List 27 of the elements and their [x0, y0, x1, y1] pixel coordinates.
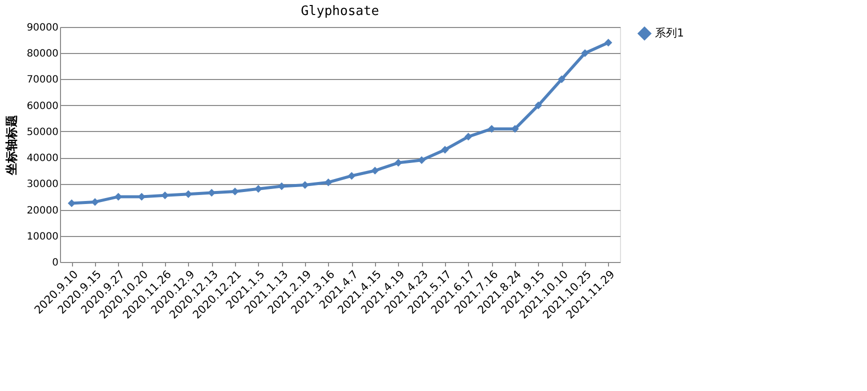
point: [511, 124, 519, 133]
y-tick-label: 30000: [26, 179, 58, 190]
y-tick-label: 10000: [26, 231, 58, 242]
point: [604, 38, 612, 47]
point: [441, 146, 449, 154]
point: [534, 101, 542, 110]
point: [301, 181, 309, 189]
y-tick-label: 70000: [26, 74, 58, 86]
point: [558, 75, 566, 84]
point: [394, 158, 402, 167]
y-tick-label: 0: [52, 258, 58, 268]
point: [91, 198, 99, 206]
point: [581, 49, 589, 57]
y-tick-label: 90000: [26, 22, 58, 34]
y-tick-label: 80000: [26, 48, 58, 60]
y-axis-title: 坐标轴标题: [4, 115, 19, 176]
point: [464, 132, 472, 141]
point: [348, 172, 356, 180]
y-tick-label: 60000: [26, 100, 58, 112]
y-tick-label: 50000: [26, 126, 58, 138]
y-tick-label: 20000: [26, 205, 58, 216]
legend-label: 系列1: [655, 26, 684, 40]
point: [231, 188, 239, 196]
y-tick-label: 40000: [26, 153, 58, 164]
chart-title: Glyphosate: [300, 4, 380, 19]
point: [371, 166, 379, 174]
point: [161, 192, 169, 200]
